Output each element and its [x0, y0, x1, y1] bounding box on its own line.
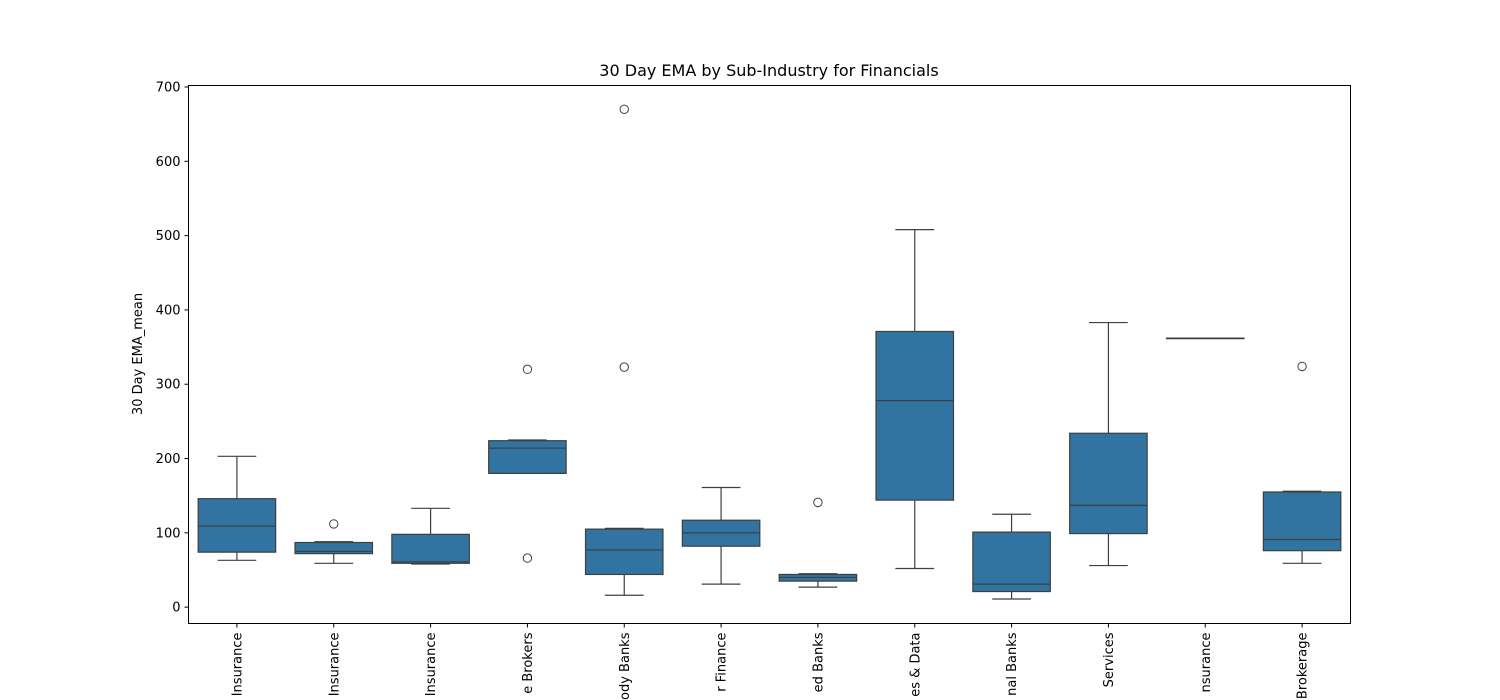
- outlier-point: [619, 362, 629, 372]
- box-iqr: [294, 541, 374, 555]
- box-iqr: [584, 528, 664, 576]
- outlier-point: [329, 519, 339, 529]
- x-tick-label: Insurance: [424, 632, 439, 696]
- y-tick-label: 100: [156, 526, 181, 541]
- x-tick-label: e Brokers: [521, 632, 536, 693]
- box-iqr: [1262, 491, 1342, 552]
- box-8: [875, 229, 955, 570]
- x-tick-label: Insurance: [327, 632, 342, 696]
- x-tick-label: Brokerage: [1296, 633, 1311, 700]
- plot-frame: [188, 85, 1351, 624]
- x-tick-label: es & Data: [908, 633, 923, 697]
- y-tick-label: 200: [156, 452, 181, 467]
- box-10: [1069, 321, 1148, 567]
- x-tick-label: ody Banks: [618, 632, 633, 700]
- box-iqr: [875, 330, 955, 501]
- outlier-point: [1297, 361, 1307, 372]
- box-iqr: [197, 498, 277, 553]
- y-tick-label: 300: [156, 378, 181, 393]
- box-iqr: [972, 531, 1051, 593]
- box-2: [294, 519, 374, 564]
- outlier-point: [522, 553, 533, 563]
- x-tick-label: r Finance: [715, 633, 730, 692]
- box-iqr: [1069, 432, 1148, 535]
- outlier-point: [813, 497, 823, 508]
- box-7: [778, 497, 858, 588]
- box-5: [584, 104, 664, 596]
- box-4: [488, 364, 567, 563]
- box-11: [1165, 337, 1245, 340]
- box-6: [681, 486, 761, 585]
- x-tick-label: ed Banks: [811, 632, 826, 692]
- box-3: [391, 507, 470, 565]
- box-iqr: [488, 440, 567, 474]
- x-tick-label: nsurance: [1199, 633, 1214, 693]
- outlier-point: [619, 104, 629, 114]
- box-1: [197, 455, 277, 561]
- x-tick-label: nal Banks: [1005, 632, 1020, 696]
- y-tick-label: 700: [156, 80, 181, 95]
- chart-title: 30 Day EMA by Sub-Industry for Financial…: [599, 61, 938, 80]
- x-tick-label: Insurance: [230, 632, 245, 696]
- box-iqr: [391, 533, 470, 564]
- box-9: [972, 513, 1051, 600]
- box-12: [1262, 361, 1342, 564]
- y-axis-label: 30 Day EMA_mean: [131, 293, 146, 415]
- y-tick-label: 0: [172, 601, 180, 616]
- y-tick-label: 400: [156, 303, 181, 318]
- y-tick-label: 600: [156, 155, 181, 170]
- plot-area: [197, 104, 1342, 600]
- outlier-point: [522, 364, 533, 375]
- x-tick-label: Services: [1102, 632, 1117, 687]
- y-tick-label: 500: [156, 229, 181, 244]
